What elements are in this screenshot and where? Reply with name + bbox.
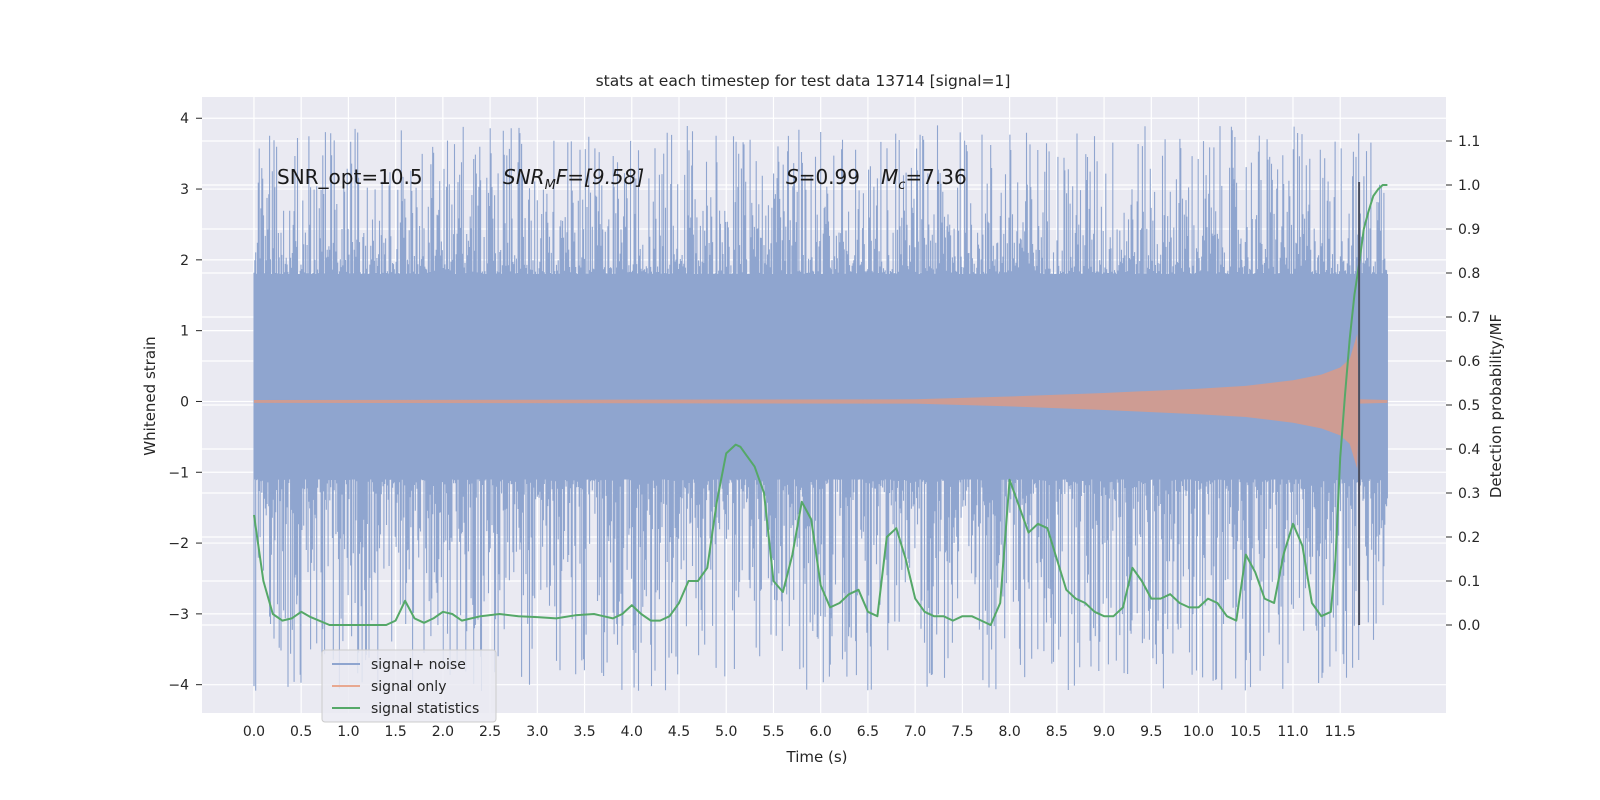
y-right-tick-label: 0.6 (1458, 354, 1480, 370)
legend-box (321, 649, 497, 723)
signal-only-series (254, 334, 1388, 469)
x-tick-label: 7.0 (904, 724, 926, 740)
annotation-snr-mf-sub: M (545, 178, 556, 193)
annotation-s-value: =0.99 (799, 165, 860, 189)
annotation-snr-mf-value: F=[9.58] (556, 165, 644, 189)
y-right-tick-label: 0.0 (1458, 618, 1480, 634)
legend: signal+ noise signal only signal statist… (321, 649, 497, 723)
y-right-tick-label: 0.7 (1458, 310, 1480, 326)
y-right-tick-label: 0.5 (1458, 398, 1480, 414)
y-tick-label: −3 (168, 607, 189, 623)
y-axis-label-left: Whitened strain (141, 336, 159, 455)
annotation-mc-label: M (881, 165, 898, 189)
x-tick-label: 3.0 (526, 724, 548, 740)
x-tick-label: 5.5 (762, 724, 784, 740)
y-tick-label: 4 (180, 111, 189, 127)
y-tick-label: 1 (180, 324, 189, 340)
annotation-mc-value: =7.36 (905, 165, 966, 189)
y-tick-label: −1 (168, 465, 189, 481)
y-axis-label-right: Detection probability/MF (1487, 314, 1505, 498)
x-tick-label: 1.0 (337, 724, 359, 740)
annotation-mc-sub: c (898, 178, 905, 193)
x-tick-label: 6.5 (857, 724, 879, 740)
signal-statistics-series (253, 184, 1388, 626)
x-tick-label: 5.0 (715, 724, 737, 740)
y-right-tick-label: 0.2 (1458, 530, 1480, 546)
x-tick-label: 1.5 (385, 724, 407, 740)
x-tick-label: 10.5 (1230, 724, 1261, 740)
legend-entry-signal: signal only (371, 679, 446, 695)
annotation-s-label: S (786, 165, 799, 189)
y-right-tick-label: 0.8 (1458, 266, 1480, 282)
y-right-tick-label: 1.1 (1458, 134, 1480, 150)
x-tick-label: 4.0 (621, 724, 643, 740)
x-tick-label: 3.5 (573, 724, 595, 740)
y-right-tick-label: 1.0 (1458, 178, 1480, 194)
x-tick-label: 7.5 (951, 724, 973, 740)
legend-entry-stats: signal statistics (371, 701, 479, 717)
x-tick-label: 9.0 (1093, 724, 1115, 740)
annotation-snr-mf-label: SNR (503, 165, 545, 189)
y-tick-label: −2 (168, 536, 189, 552)
annotation-s: S=0.99 (786, 165, 860, 189)
annotation-snr-opt: SNR_opt=10.5 (277, 165, 423, 189)
y-right-tick-label: 0.1 (1458, 574, 1480, 590)
y-right-tick-label: 0.9 (1458, 222, 1480, 238)
y-tick-label: 3 (180, 182, 189, 198)
x-tick-label: 2.5 (479, 724, 501, 740)
x-tick-label: 6.0 (810, 724, 832, 740)
x-tick-label: 8.0 (998, 724, 1020, 740)
annotation-snr-mf: SNRMF=[9.58] (503, 165, 644, 193)
x-tick-label: 0.0 (243, 724, 265, 740)
chart-title: stats at each timestep for test data 137… (596, 72, 1011, 90)
x-tick-label: 2.0 (432, 724, 454, 740)
x-axis-label: Time (s) (786, 748, 848, 766)
x-tick-label: 10.0 (1183, 724, 1214, 740)
stats-line (253, 184, 1388, 626)
x-tick-label: 9.5 (1140, 724, 1162, 740)
x-tick-label: 11.0 (1277, 724, 1308, 740)
y-right-tick-label: 0.4 (1458, 442, 1480, 458)
x-tick-label: 0.5 (290, 724, 312, 740)
legend-entry-noise: signal+ noise (371, 657, 466, 673)
x-tick-label: 8.5 (1046, 724, 1068, 740)
signal-noise-series (253, 125, 1388, 691)
y-tick-label: 0 (180, 394, 189, 410)
x-tick-label: 4.5 (668, 724, 690, 740)
y-tick-label: 2 (180, 253, 189, 269)
x-tick-label: 11.5 (1325, 724, 1356, 740)
signal-envelope (254, 334, 1388, 469)
y-right-tick-label: 0.3 (1458, 486, 1480, 502)
y-tick-label: −4 (168, 678, 189, 694)
tick-labels: 0.0 0.5 1.0 1.5 2.0 2.5 3.0 3.5 4.0 4.5 5.0 5.5 6.0 6… (168, 111, 1480, 740)
annotation-mc: Mc=7.36 (881, 165, 967, 193)
